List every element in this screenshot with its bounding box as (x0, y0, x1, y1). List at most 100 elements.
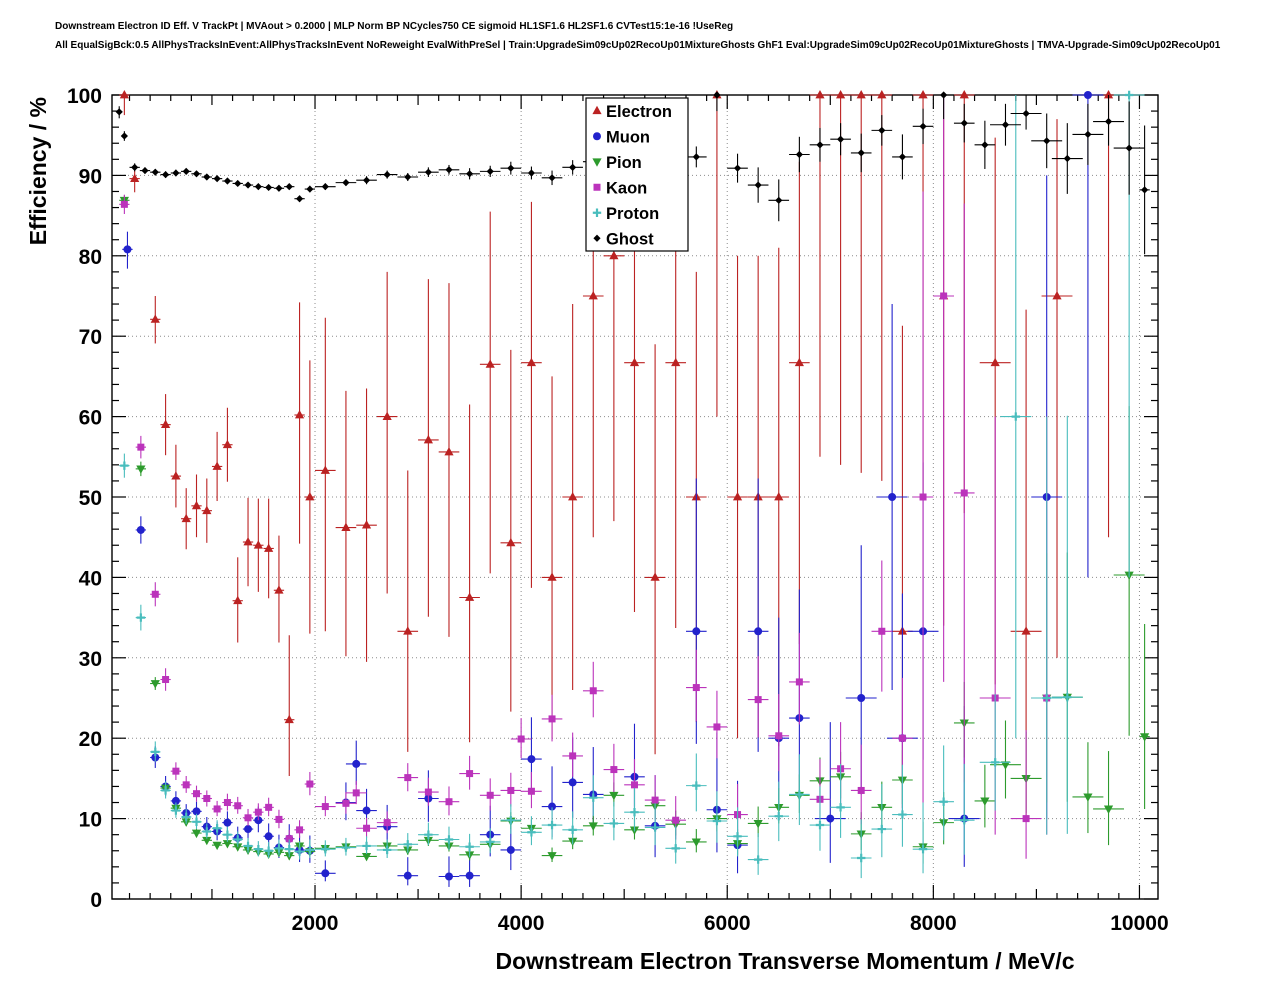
ghost-point (170, 169, 182, 177)
electron-point (706, 90, 728, 417)
muon-point (459, 853, 480, 887)
proton-point (438, 826, 460, 850)
pion-point (150, 677, 161, 690)
electron-point (541, 376, 563, 739)
electron-point (479, 211, 501, 574)
y-axis-title: Efficiency / % (25, 97, 51, 245)
ghost-point (294, 195, 305, 203)
electron-point (211, 431, 223, 502)
ghost-point (418, 167, 439, 178)
kaon-point (953, 203, 975, 783)
x-tick-label: 2000 (292, 912, 339, 935)
legend: Electron Muon Pion Kaon Proton Ghost (585, 97, 689, 252)
proton-point (871, 784, 893, 858)
proton-point (892, 764, 913, 847)
y-tick-label: 0 (90, 889, 102, 912)
muon-point (345, 740, 367, 785)
ghost-point (727, 153, 748, 183)
electron-point (459, 404, 480, 743)
legend-entry-ghost: Ghost (593, 230, 654, 248)
electron-point (830, 90, 851, 465)
proton-point (850, 819, 872, 879)
proton-point (686, 753, 707, 812)
ghost-point (747, 167, 769, 203)
kaon-point (191, 785, 202, 802)
proton-point (933, 745, 954, 841)
kaon-point (789, 632, 810, 725)
proton-point (201, 823, 212, 839)
electron-point (263, 498, 274, 599)
proton-point (768, 781, 790, 842)
y-tick-label: 30 (79, 648, 102, 671)
kaon-point (418, 777, 439, 806)
kaon-point (135, 435, 147, 459)
electron-point (294, 302, 305, 544)
kaon-point (686, 649, 707, 722)
electron-point (727, 255, 748, 739)
kaon-point (345, 780, 367, 805)
legend-entry-pion: Pion (592, 154, 642, 172)
ghost-point (273, 184, 285, 192)
kaon-point (170, 762, 182, 781)
proton-point (521, 816, 542, 846)
ghost-point (335, 179, 357, 187)
y-tick-label: 80 (79, 246, 102, 269)
proton-point (665, 825, 687, 864)
pion-point (135, 461, 147, 477)
ghost-point (211, 175, 223, 183)
electron-point (418, 279, 439, 617)
y-tick-label: 100 (67, 85, 102, 108)
pion-point (1093, 751, 1124, 846)
kaon-point (603, 743, 625, 793)
kaon-point (181, 775, 192, 793)
electron-point (119, 90, 130, 116)
kaon-point (747, 656, 769, 738)
electron-point (315, 317, 336, 632)
pion-point (747, 806, 769, 838)
pion-point (211, 841, 223, 851)
electron-point (160, 394, 171, 456)
ghost-point (933, 91, 954, 120)
ghost-point (789, 136, 810, 173)
ghost-point (242, 181, 254, 189)
electron-point (242, 497, 254, 587)
ghost-point (253, 183, 264, 191)
electron-point (150, 296, 161, 344)
proton-point (1031, 416, 1063, 835)
ghost-point (912, 108, 934, 145)
electron-point (335, 390, 357, 657)
y-tick-label: 40 (79, 567, 102, 590)
electron-point (284, 635, 295, 776)
pion-point (582, 815, 604, 836)
plot-header: Downstream Electron ID Eff. V TrackPt | … (55, 17, 1220, 55)
series-proton (119, 90, 1145, 879)
ghost-point (284, 183, 295, 191)
kaon-point (376, 811, 398, 834)
electron-point (521, 201, 542, 588)
ghost-point (160, 170, 171, 179)
x-tick-label: 10000 (1110, 912, 1168, 935)
proton-point (222, 826, 233, 842)
pion-point (191, 829, 202, 839)
pion-legend-marker (592, 158, 602, 167)
proton-point (830, 763, 851, 838)
electron-point (191, 474, 202, 538)
electron-point (201, 478, 212, 543)
legend-entry-kaon: Kaon (593, 179, 647, 197)
y-tick-label: 10 (79, 809, 102, 832)
proton-point (541, 807, 563, 840)
kaon-point (871, 560, 893, 692)
proton-point (500, 804, 522, 834)
kaon-point (562, 732, 583, 777)
electron-point (222, 407, 233, 482)
proton-point (418, 822, 439, 846)
ghost-point (222, 177, 233, 185)
proton-point (335, 837, 357, 856)
proton-point (263, 841, 274, 858)
proton-point (1051, 415, 1083, 834)
electron-point (644, 344, 666, 755)
x-axis-title: Downstream Electron Transverse Momentum … (495, 948, 1074, 974)
ghost-point (263, 183, 274, 192)
proton-point (809, 786, 831, 851)
